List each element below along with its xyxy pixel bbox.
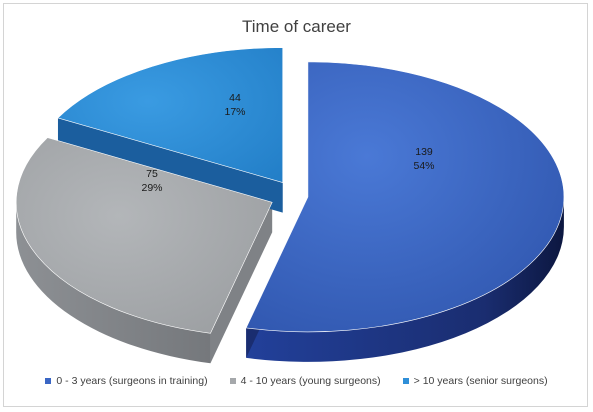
legend-swatch-2 <box>402 378 409 384</box>
pie-slice-side-1 <box>16 202 211 364</box>
pie-slice-face-1-0 <box>210 202 273 364</box>
legend-item-0: 0 - 3 years (surgeons in training) <box>45 375 208 387</box>
pie-slice-2 <box>57 47 284 183</box>
legend-label-0: 0 - 3 years (surgeons in training) <box>56 375 208 387</box>
legend-item-1: 4 - 10 years (young surgeons) <box>229 375 381 387</box>
data-label-percent-0: 54% <box>413 160 434 172</box>
chart-legend: 0 - 3 years (surgeons in training) 4 - 10… <box>0 375 593 387</box>
data-label-value-0: 139 <box>415 146 433 158</box>
legend-swatch-1 <box>229 378 236 384</box>
pie-slice-1 <box>15 137 273 334</box>
legend-swatch-0 <box>45 378 52 384</box>
data-label-percent-2: 17% <box>224 106 245 118</box>
pie-slice-0 <box>245 61 565 333</box>
legend-label-1: 4 - 10 years (young surgeons) <box>240 375 381 387</box>
data-label-percent-1: 29% <box>141 182 162 194</box>
data-label-value-1: 75 <box>146 168 158 180</box>
legend-item-2: > 10 years (senior surgeons) <box>402 375 548 387</box>
legend-label-2: > 10 years (senior surgeons) <box>413 375 548 387</box>
pie-slice-side-0 <box>246 196 564 362</box>
chart-title: Time of career <box>242 17 351 36</box>
data-label-value-2: 44 <box>229 92 241 104</box>
